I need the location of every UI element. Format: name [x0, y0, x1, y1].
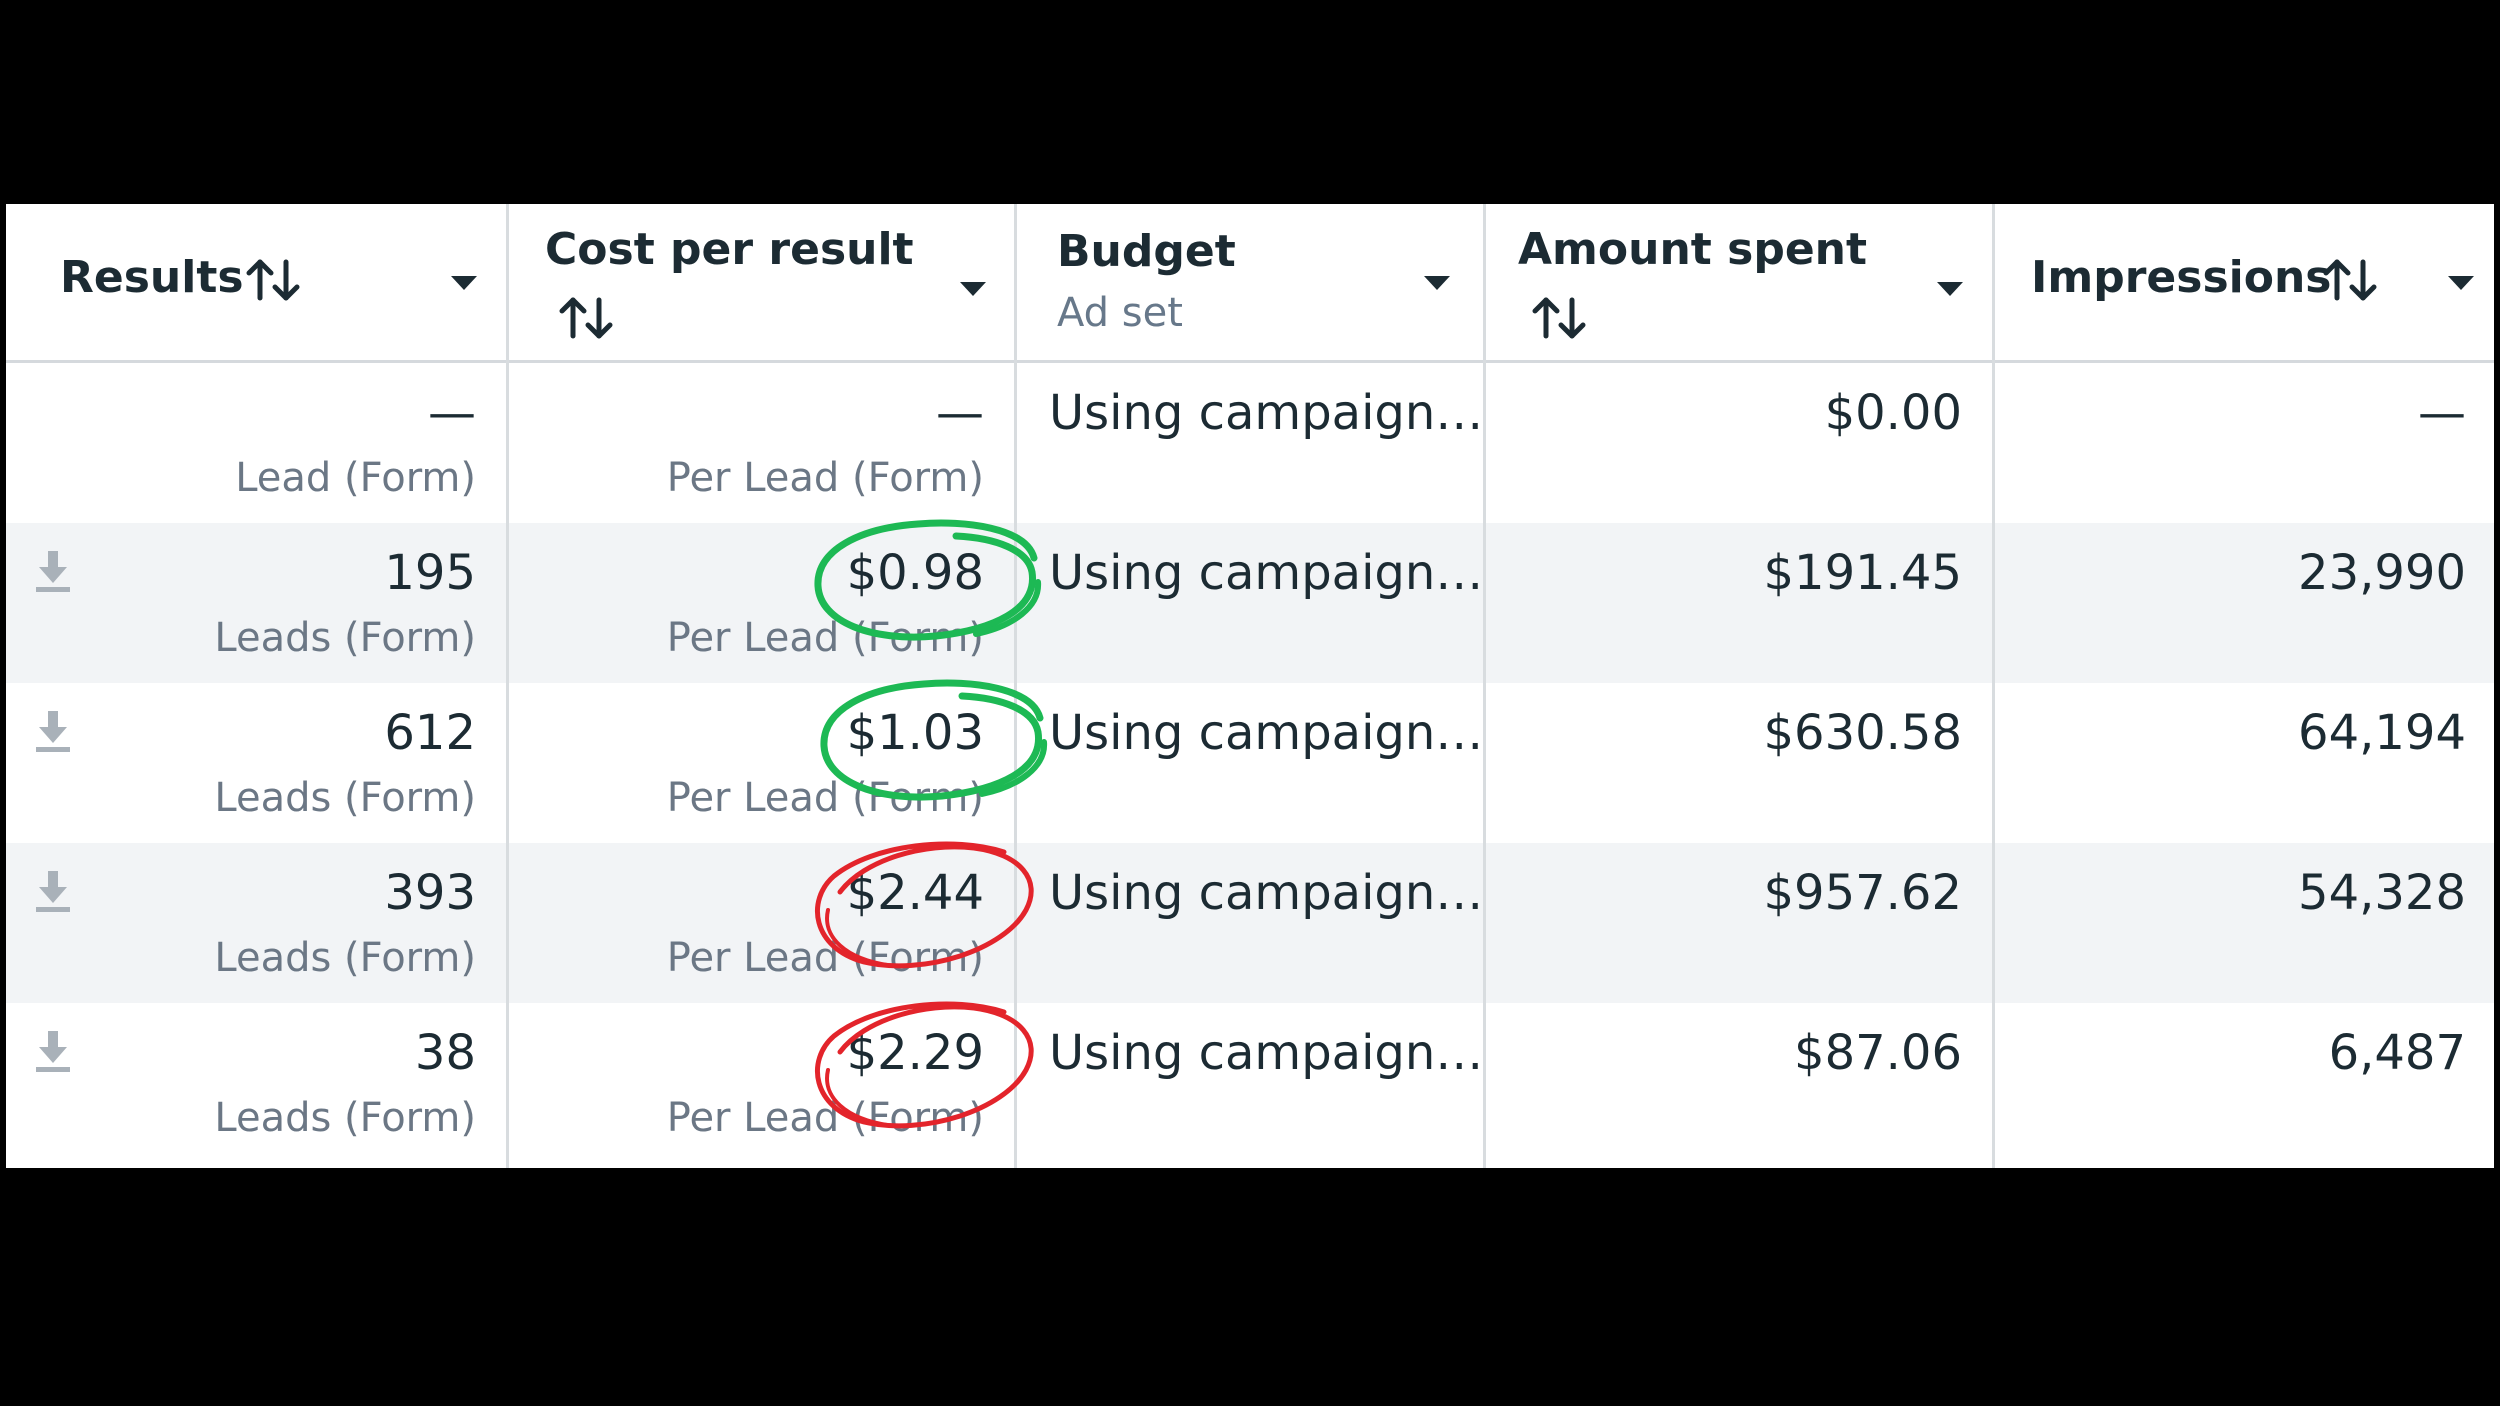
results-cell: 393 Leads (Form) — [6, 843, 506, 1003]
results-unit: Leads (Form) — [214, 615, 476, 661]
cost-per-result-value: $2.44 — [846, 865, 984, 921]
column-header-amount-spent[interactable]: Amount spent — [1486, 204, 1992, 360]
budget-value: Using campaign… — [1049, 865, 1484, 921]
column-divider — [1992, 204, 1995, 1168]
table-header: Results Cost per result Budget — [6, 204, 2494, 363]
table-row[interactable]: 195 Leads (Form) $0.98 Per Lead (Form) U… — [6, 523, 2494, 683]
column-divider — [1014, 204, 1017, 1168]
budget-value: Using campaign… — [1049, 705, 1484, 761]
amount-spent-value: $0.00 — [1824, 385, 1962, 441]
column-divider — [506, 204, 509, 1168]
table-row[interactable]: 38 Leads (Form) $2.29 Per Lead (Form) Us… — [6, 1003, 2494, 1163]
sort-arrows-icon[interactable] — [1532, 294, 1588, 342]
impressions-cell: — — [1995, 363, 2494, 523]
amount-spent-value: $630.58 — [1763, 705, 1963, 761]
download-icon[interactable] — [36, 1031, 70, 1073]
budget-cell: Using campaign… — [1017, 683, 1483, 843]
budget-cell: Using campaign… — [1017, 523, 1483, 683]
results-cell: 612 Leads (Form) — [6, 683, 506, 843]
impressions-value: — — [2418, 385, 2466, 441]
column-title-budget: Budget — [1057, 226, 1236, 277]
column-header-impressions[interactable]: Impressions — [1995, 204, 2494, 360]
column-divider — [1483, 204, 1486, 1168]
cost-per-result-value: $2.29 — [846, 1025, 984, 1081]
results-cell: 195 Leads (Form) — [6, 523, 506, 683]
cost-per-result-cell: $1.03 Per Lead (Form) — [509, 683, 1014, 843]
cost-per-result-value: $1.03 — [846, 705, 984, 761]
column-subtitle-budget: Ad set — [1057, 290, 1183, 336]
amount-spent-cell: $0.00 — [1486, 363, 1992, 523]
column-title-amount-spent: Amount spent — [1518, 224, 1868, 275]
cost-per-result-unit: Per Lead (Form) — [666, 615, 984, 661]
amount-spent-value: $87.06 — [1794, 1025, 1962, 1081]
amount-spent-cell: $630.58 — [1486, 683, 1992, 843]
results-cell: 38 Leads (Form) — [6, 1003, 506, 1163]
results-value: — — [428, 385, 476, 441]
cost-per-result-value: $0.98 — [846, 545, 984, 601]
results-value: 38 — [414, 1025, 476, 1081]
impressions-cell: 6,487 — [1995, 1003, 2494, 1163]
sort-arrows-icon[interactable] — [2323, 256, 2379, 304]
table-row[interactable]: 393 Leads (Form) $2.44 Per Lead (Form) U… — [6, 843, 2494, 1003]
impressions-value: 6,487 — [2328, 1025, 2466, 1081]
column-title-impressions: Impressions — [2031, 252, 2332, 303]
cost-per-result-cell: $2.29 Per Lead (Form) — [509, 1003, 1014, 1163]
impressions-value: 54,328 — [2298, 865, 2466, 921]
results-value: 393 — [384, 865, 476, 921]
download-icon[interactable] — [36, 871, 70, 913]
column-title-results: Results — [60, 252, 244, 303]
budget-cell: Using campaign… — [1017, 363, 1483, 523]
amount-spent-cell: $87.06 — [1486, 1003, 1992, 1163]
budget-cell: Using campaign… — [1017, 1003, 1483, 1163]
results-cell: — Lead (Form) — [6, 363, 506, 523]
amount-spent-value: $957.62 — [1763, 865, 1963, 921]
results-value: 612 — [384, 705, 476, 761]
results-unit: Leads (Form) — [214, 1095, 476, 1141]
cost-per-result-cell: $2.44 Per Lead (Form) — [509, 843, 1014, 1003]
cost-per-result-unit: Per Lead (Form) — [666, 775, 984, 821]
amount-spent-cell: $957.62 — [1486, 843, 1992, 1003]
impressions-cell: 23,990 — [1995, 523, 2494, 683]
results-unit: Leads (Form) — [214, 935, 476, 981]
amount-spent-cell: $191.45 — [1486, 523, 1992, 683]
caret-down-icon[interactable] — [451, 276, 477, 290]
download-icon[interactable] — [36, 711, 70, 753]
budget-value: Using campaign… — [1049, 385, 1484, 441]
column-header-results[interactable]: Results — [6, 204, 506, 360]
impressions-cell: 54,328 — [1995, 843, 2494, 1003]
cost-per-result-unit: Per Lead (Form) — [666, 455, 984, 501]
budget-value: Using campaign… — [1049, 1025, 1484, 1081]
cost-per-result-unit: Per Lead (Form) — [666, 1095, 984, 1141]
budget-cell: Using campaign… — [1017, 843, 1483, 1003]
caret-down-icon[interactable] — [960, 282, 986, 296]
table-row[interactable]: — Lead (Form) — Per Lead (Form) Using ca… — [6, 363, 2494, 523]
impressions-cell: 64,194 — [1995, 683, 2494, 843]
impressions-value: 23,990 — [2298, 545, 2466, 601]
caret-down-icon[interactable] — [1424, 276, 1450, 290]
budget-value: Using campaign… — [1049, 545, 1484, 601]
caret-down-icon[interactable] — [2448, 276, 2474, 290]
cost-per-result-cell: — Per Lead (Form) — [509, 363, 1014, 523]
results-value: 195 — [384, 545, 476, 601]
cost-per-result-value: — — [936, 385, 984, 441]
amount-spent-value: $191.45 — [1763, 545, 1963, 601]
download-icon[interactable] — [36, 551, 70, 593]
ads-table: Results Cost per result Budget — [6, 204, 2494, 1168]
cost-per-result-unit: Per Lead (Form) — [666, 935, 984, 981]
table-row[interactable]: 612 Leads (Form) $1.03 Per Lead (Form) U… — [6, 683, 2494, 843]
caret-down-icon[interactable] — [1937, 282, 1963, 296]
results-unit: Leads (Form) — [214, 775, 476, 821]
sort-arrows-icon[interactable] — [246, 256, 302, 304]
cost-per-result-cell: $0.98 Per Lead (Form) — [509, 523, 1014, 683]
column-title-cost-per-result: Cost per result — [545, 224, 914, 275]
results-unit: Lead (Form) — [235, 455, 476, 501]
column-header-budget[interactable]: Budget Ad set — [1017, 204, 1483, 360]
column-header-cost-per-result[interactable]: Cost per result — [509, 204, 1014, 360]
impressions-value: 64,194 — [2298, 705, 2466, 761]
sort-arrows-icon[interactable] — [559, 294, 615, 342]
